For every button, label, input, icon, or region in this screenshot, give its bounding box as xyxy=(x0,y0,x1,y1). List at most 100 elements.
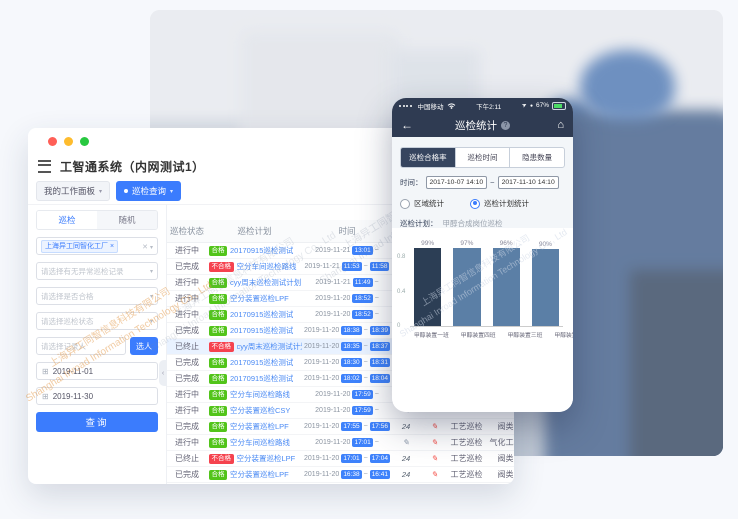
plan-link[interactable]: 20170915巡检测试 xyxy=(230,310,294,319)
clear-icon[interactable]: ✕ xyxy=(142,243,148,251)
home-button[interactable]: ⌂ xyxy=(557,119,564,131)
plan-cell: 合格 20170915巡检测试 xyxy=(207,373,302,384)
plan-link[interactable]: 20170915巡检测试 xyxy=(230,358,294,367)
result-badge: 合格 xyxy=(209,309,227,320)
bar-value-label: 90% xyxy=(538,240,552,248)
segment-1[interactable]: 巡检时间 xyxy=(454,148,510,167)
plan-link[interactable]: cyy周末巡检测试计划 xyxy=(236,342,303,351)
date-label: 2019-11-20 xyxy=(304,423,340,430)
result-badge: 不合格 xyxy=(209,261,234,272)
radio-option[interactable]: 区域统计 xyxy=(400,198,444,209)
plan-link[interactable]: 空分装置巡检LPF xyxy=(230,294,289,303)
date-label: 2019-11-20 xyxy=(304,455,340,462)
plan-cell: 合格 空分装置巡检CSY xyxy=(207,405,302,416)
end-time-chip: 18:37 xyxy=(369,342,390,351)
phone-status-bar: 中国移动 下午2:11 ➤ ● 67% xyxy=(392,98,573,113)
time-range-separator: ~ xyxy=(374,439,379,446)
time-cell: 2019-11-20 18:30 ~18:31 xyxy=(302,358,392,367)
date-label: 2019-11-20 xyxy=(304,327,340,334)
query-button[interactable]: 查询 xyxy=(36,412,158,432)
hamburger-menu-icon[interactable] xyxy=(38,159,51,173)
edit-flag-icon[interactable]: ✎ xyxy=(431,454,438,463)
plan-link[interactable]: 20170915巡检测试 xyxy=(230,326,294,335)
radio-icon xyxy=(470,198,480,209)
recorder-select[interactable]: 请选择记录人 xyxy=(36,337,126,355)
plan-link[interactable]: 空分车间巡检路线 xyxy=(230,390,290,399)
radio-label: 巡检计划统计 xyxy=(484,199,529,208)
status-cell: 已终止 xyxy=(175,454,199,463)
edit-flag-icon[interactable]: ✎ xyxy=(431,422,438,431)
flag-cell: ✎ xyxy=(420,438,449,447)
plan-link[interactable]: 空分装置巡检LPF xyxy=(230,470,289,479)
edit-flag-icon[interactable]: ✎ xyxy=(431,470,438,479)
bar[interactable] xyxy=(531,248,559,326)
tab-inspection-query[interactable]: 巡检查询 ▾ xyxy=(116,181,182,201)
status-right: ➤ ● 67% xyxy=(521,101,566,110)
filter-select[interactable]: 请选择巡检状态 ▾ xyxy=(36,312,158,330)
bar[interactable] xyxy=(414,248,442,326)
time-range-separator: ~ xyxy=(363,455,368,462)
close-window-button[interactable] xyxy=(48,136,57,146)
filter-select[interactable]: 请选择是否合格 ▾ xyxy=(36,287,158,305)
plan-link[interactable]: 空分车间巡检路线 xyxy=(236,262,297,271)
plan-link[interactable]: 空分车间巡检路线 xyxy=(230,438,290,447)
recorder-row: 请选择记录人 选人 xyxy=(36,337,158,355)
sidebar-tab-random[interactable]: 随机 xyxy=(97,211,157,229)
radio-option[interactable]: 巡检计划统计 xyxy=(470,198,529,209)
clock-label: 下午2:11 xyxy=(476,103,502,111)
chart-plot-area: 0.8 0.4 0 99% 97% 96% 90% xyxy=(397,240,563,329)
time-cell: 2019-11-21 13:01 ~ xyxy=(302,246,392,255)
filter-select[interactable]: 请选择有无异常巡检记录 ▾ xyxy=(36,262,158,280)
start-time-chip: 17:01 xyxy=(341,454,362,463)
plan-link[interactable]: 空分装置巡检LPF xyxy=(236,454,296,463)
factory-select[interactable]: 上海异工同智化工厂 × ✕ ▾ xyxy=(36,237,158,255)
signal-icon xyxy=(399,104,412,107)
help-icon[interactable]: ? xyxy=(501,120,510,130)
time-range-separator: ~ xyxy=(363,263,368,270)
segment-0[interactable]: 巡检合格率 xyxy=(401,148,455,167)
bar-group: 96% xyxy=(492,240,520,326)
table-row[interactable]: 已终止不合格空分装置巡检LPF2019-11-2014:48~14:5524✎工… xyxy=(167,483,514,484)
end-time-chip: 17:56 xyxy=(369,422,390,431)
time-cell: 2019-11-21 11:49 ~ xyxy=(302,278,392,287)
start-time-chip: 17:01 xyxy=(352,438,373,447)
sidebar-tab-inspection[interactable]: 巡检 xyxy=(37,211,97,229)
plan-link[interactable]: 空分装置巡检CSY xyxy=(230,406,291,415)
segment-2[interactable]: 隐患数量 xyxy=(509,148,564,167)
plan-link[interactable]: 20170915巡检测试 xyxy=(230,374,294,383)
sidebar-collapse-handle[interactable]: ‹ xyxy=(159,360,167,386)
bar[interactable] xyxy=(453,248,481,326)
minimize-window-button[interactable] xyxy=(64,136,73,146)
x-axis-label: 甲醇装置一班 xyxy=(414,333,449,339)
date-label: 2019-11-20 xyxy=(304,343,340,350)
pick-person-button[interactable]: 选人 xyxy=(130,337,158,355)
date-label: 2019-11-20 xyxy=(304,359,340,366)
plan-link[interactable]: 空分装置巡检LPF xyxy=(230,422,289,431)
date-label: 2019-11-20 xyxy=(304,375,340,382)
plan-cell: 不合格 cyy周末巡检测试计划 xyxy=(207,341,302,352)
table-row[interactable]: 已完成 合格 空分装置巡检LPF 2019-11-20 16:38 ~16:41 24 ✎ 工艺… xyxy=(167,467,514,483)
date-to-input[interactable]: ⊞ 2019-11-30 xyxy=(36,387,158,405)
type-cell: 工艺巡检 xyxy=(450,422,483,431)
time-to-input[interactable]: 2017-11-10 14:10 xyxy=(497,176,559,189)
filter-placeholder: 请选择有无异常巡检记录 xyxy=(41,266,124,276)
zoom-window-button[interactable] xyxy=(80,136,89,146)
sidebar-tabs: 巡检 随机 xyxy=(36,210,158,230)
flag-cell: ✎ xyxy=(420,454,449,463)
bar[interactable] xyxy=(492,248,520,326)
time-from-input[interactable]: 2017-10-07 14:10 xyxy=(425,176,488,189)
table-row[interactable]: 已完成 合格 空分装置巡检LPF 2019-11-20 17:55 ~17:56 24 ✎ 工艺… xyxy=(167,419,514,435)
date-from-input[interactable]: ⊞ 2019-11-01 xyxy=(36,362,158,380)
tab-workspace[interactable]: 我的工作面板 ▾ xyxy=(36,181,111,201)
plan-filter-label: 巡检计划： xyxy=(400,219,438,228)
table-row[interactable]: 已终止 不合格 空分装置巡检LPF 2019-11-20 17:01 ~17:04 24 ✎ 工… xyxy=(167,451,514,467)
edit-flag-icon[interactable]: ✎ xyxy=(431,438,438,447)
plan-link[interactable]: 20170915巡检测试 xyxy=(230,246,294,255)
back-button[interactable]: ← xyxy=(401,118,413,132)
status-cell: 已完成 xyxy=(175,470,199,479)
time-range-separator: ~ xyxy=(374,247,379,254)
plan-link[interactable]: cyy周末巡检测试计划 xyxy=(230,278,302,287)
